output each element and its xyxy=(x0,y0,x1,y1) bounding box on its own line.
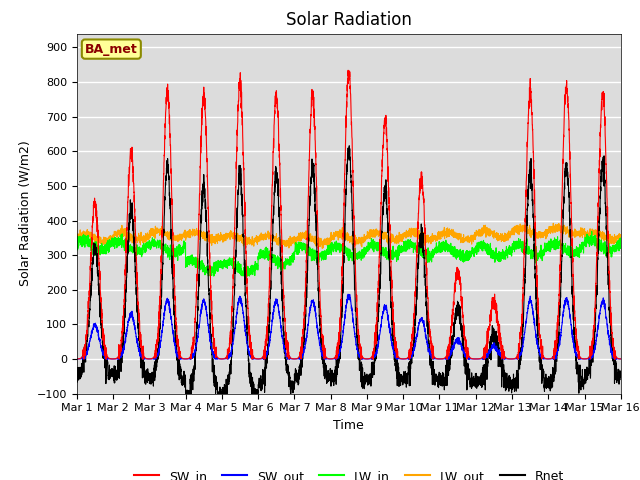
LW_out xyxy=(441,236,449,241)
Line: LW_in: LW_in xyxy=(77,231,621,276)
SW_in xyxy=(502,355,509,360)
SW_in xyxy=(80,356,88,362)
Rnet xyxy=(502,374,509,380)
Rnet xyxy=(616,374,624,380)
SW_out xyxy=(171,340,179,346)
SW_out xyxy=(441,356,449,361)
SW_in xyxy=(329,356,337,361)
SW_in xyxy=(471,356,479,362)
LW_out xyxy=(502,233,509,239)
SW_in xyxy=(344,67,352,73)
SW_out xyxy=(73,356,81,362)
Rnet xyxy=(329,374,337,380)
SW_out xyxy=(329,356,337,362)
X-axis label: Time: Time xyxy=(333,419,364,432)
LW_in xyxy=(588,228,596,234)
LW_out xyxy=(471,237,479,242)
Rnet xyxy=(617,377,625,383)
Text: BA_met: BA_met xyxy=(85,43,138,56)
Legend: SW_in, SW_out, LW_in, LW_out, Rnet: SW_in, SW_out, LW_in, LW_out, Rnet xyxy=(129,465,569,480)
LW_out xyxy=(319,245,326,251)
LW_in xyxy=(502,256,509,262)
Rnet xyxy=(441,383,449,388)
Line: SW_in: SW_in xyxy=(77,70,621,359)
LW_out xyxy=(171,234,179,240)
SW_in xyxy=(617,356,625,362)
Rnet xyxy=(73,371,81,376)
SW_out xyxy=(617,356,625,362)
SW_out xyxy=(79,356,86,362)
Rnet xyxy=(182,391,189,396)
Line: LW_out: LW_out xyxy=(77,223,621,248)
LW_in xyxy=(441,245,449,251)
Line: Rnet: Rnet xyxy=(77,146,621,394)
SW_in xyxy=(73,356,81,362)
LW_out xyxy=(550,220,557,226)
Y-axis label: Solar Radiation (W/m2): Solar Radiation (W/m2) xyxy=(18,141,31,287)
LW_in xyxy=(171,250,179,256)
LW_in xyxy=(73,238,81,244)
SW_in xyxy=(441,355,449,361)
LW_out xyxy=(329,236,337,241)
SW_out xyxy=(344,291,352,297)
Rnet xyxy=(171,313,179,319)
Title: Solar Radiation: Solar Radiation xyxy=(286,11,412,29)
LW_in xyxy=(204,273,212,279)
LW_out xyxy=(616,235,624,240)
SW_out xyxy=(502,356,509,361)
Rnet xyxy=(471,381,479,386)
SW_in xyxy=(171,283,179,288)
LW_in xyxy=(617,245,625,251)
LW_out xyxy=(73,233,81,239)
LW_out xyxy=(617,235,625,240)
Rnet xyxy=(346,143,353,149)
SW_out xyxy=(471,356,479,362)
Line: SW_out: SW_out xyxy=(77,294,621,359)
SW_out xyxy=(616,356,624,362)
LW_in xyxy=(616,246,624,252)
LW_in xyxy=(329,246,337,252)
SW_in xyxy=(616,356,624,362)
LW_in xyxy=(471,245,479,251)
